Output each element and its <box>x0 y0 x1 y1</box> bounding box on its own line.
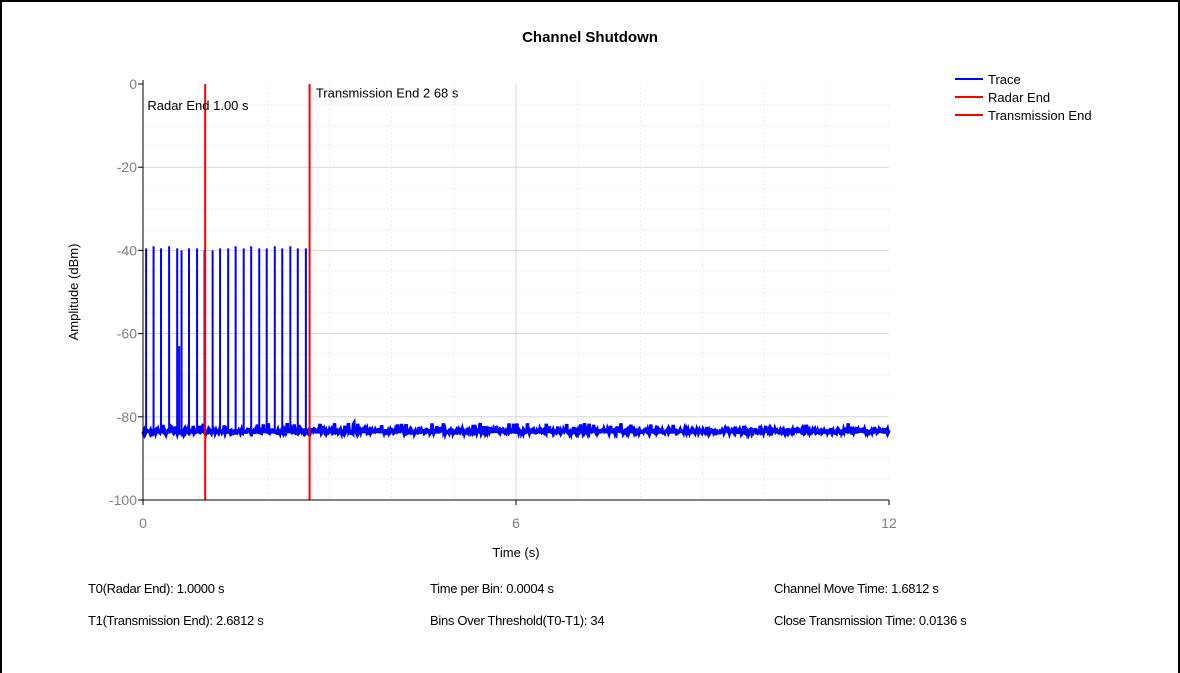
legend-label: Trace <box>988 72 1021 87</box>
chart-title: Channel Shutdown <box>522 29 658 46</box>
y-tick-label: -60 <box>117 326 137 342</box>
grid <box>143 84 889 500</box>
bins-over-threshold-stat: Bins Over Threshold(T0-T1): 34 <box>430 613 605 628</box>
x-tick-label: 12 <box>881 515 897 531</box>
y-tick-label: -40 <box>117 242 137 258</box>
trace-noise-floor <box>141 418 891 441</box>
legend-label: Radar End <box>988 90 1050 105</box>
y-tick-label: -20 <box>117 159 137 175</box>
time-per-bin-stat: Time per Bin: 0.0004 s <box>430 581 554 596</box>
marker-lines <box>204 84 311 500</box>
t1-stat: T1(Transmission End): 2.6812 s <box>88 613 264 628</box>
t0-stat: T0(Radar End): 1.0000 s <box>88 581 225 596</box>
close-transmission-time-stat: Close Transmission Time: 0.0136 s <box>774 613 967 628</box>
y-tick-label: 0 <box>129 76 137 92</box>
x-axis-label: Time (s) <box>492 545 539 560</box>
x-tick-label: 0 <box>139 515 147 531</box>
y-tick-label: -80 <box>117 409 137 425</box>
y-axis-label: Amplitude (dBm) <box>66 244 81 341</box>
channel-move-time-stat: Channel Move Time: 1.6812 s <box>774 581 939 596</box>
legend-label: Transmission End <box>988 108 1092 123</box>
x-tick-label: 6 <box>512 515 520 531</box>
marker-annotation: Transmission End 2 68 s <box>316 85 459 100</box>
legend: Trace Radar End Transmission End <box>955 72 1092 123</box>
y-tick-label: -100 <box>109 492 137 508</box>
chart-text: Channel Shutdown Time (s) Amplitude (dBm) R… <box>66 29 658 560</box>
marker-annotation: Radar End 1.00 s <box>147 98 249 113</box>
trace-series <box>141 246 891 441</box>
